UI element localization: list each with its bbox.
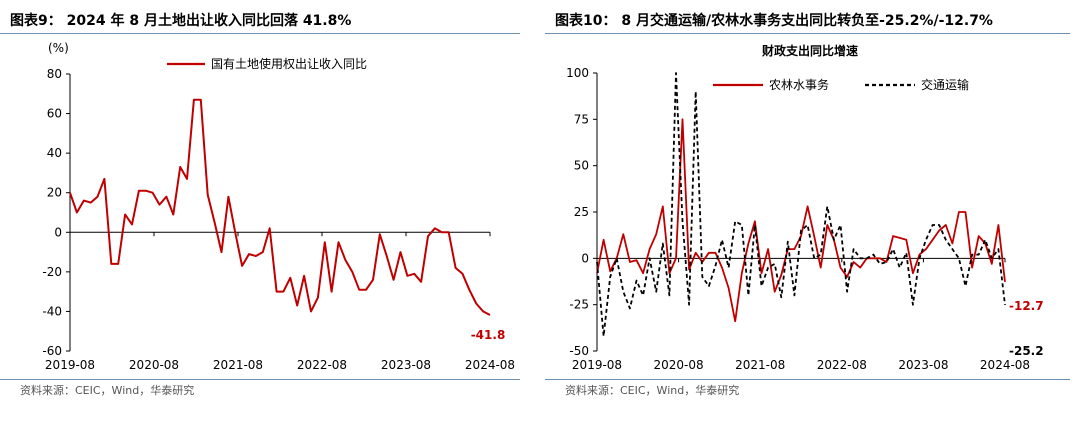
left-x-tick-label: 2021-08 [213,358,263,372]
left-y-unit: (%) [48,41,69,55]
right-y-tick-label: 100 [566,66,589,80]
right-x-tick-label: 2023-08 [898,358,948,372]
right-y-tick-label: 50 [574,159,589,173]
left-y-tick-label: -60 [42,344,62,358]
right-source: 资料来源：CEIC，Wind，华泰研究 [565,384,740,397]
right-series-line-0 [596,118,1006,323]
right-y-tick-label: 25 [574,205,589,219]
left-y-tick-label: 20 [47,186,62,200]
left-x-tick-label: 2022-08 [297,358,347,372]
left-title-rule [0,33,520,34]
right-title-rule [545,33,1070,34]
left-series-end-label-0: -41.8 [471,328,506,342]
right-series-end-label-1: -25.2 [1009,344,1044,358]
right-x-tick-label: 2024-08 [980,358,1030,372]
left-y-tick-label: 0 [54,225,62,239]
left-y-tick-label: 40 [47,146,62,160]
left-x-tick-label: 2023-08 [381,358,431,372]
left-source: 资料来源：CEIC，Wind，华泰研究 [20,384,195,397]
right-chart-title: 图表10： 8 月交通运输/农林水事务支出同比转负至-25.2%/-12.7% [555,13,993,29]
left-y-tick-label: -20 [42,265,62,279]
right-panel: 图表10： 8 月交通运输/农林水事务支出同比转负至-25.2%/-12.7% … [545,0,1080,430]
right-y-tick-label: 0 [581,251,589,265]
right-chart-subtitle: 财政支出同比增速 [761,43,858,58]
right-x-tick-label: 2019-08 [572,358,622,372]
left-y-tick-label: -40 [42,304,62,318]
right-x-tick-label: 2022-08 [817,358,867,372]
right-y-tick-label: -25 [569,298,589,312]
left-legend-label-0: 国有土地使用权出让收入同比 [211,56,367,71]
right-source-rule [545,379,1070,380]
left-x-tick-label: 2020-08 [129,358,179,372]
right-x-tick-label: 2020-08 [654,358,704,372]
left-x-tick-label: 2024-08 [465,358,515,372]
right-legend-label-0: 农林水事务 [769,77,829,92]
left-panel: 图表9： 2024 年 8 月土地出让收入同比回落 41.8% (%) 80 60… [0,0,530,430]
right-series-line-1 [596,72,1006,338]
right-y-tick-label: 75 [574,112,589,126]
right-series-end-label-0: -12.7 [1009,299,1044,313]
left-x-tick-label: 2019-08 [45,358,95,372]
left-y-tick-label: 80 [47,67,62,81]
left-series-line-0 [69,98,491,316]
right-x-tick-label: 2021-08 [735,358,785,372]
right-legend-label-1: 交通运输 [921,77,969,92]
right-y-tick-label: -50 [569,344,589,358]
left-chart-title: 图表9： 2024 年 8 月土地出让收入同比回落 41.8% [10,13,352,29]
left-source-rule [0,379,520,380]
left-y-tick-label: 60 [47,107,62,121]
